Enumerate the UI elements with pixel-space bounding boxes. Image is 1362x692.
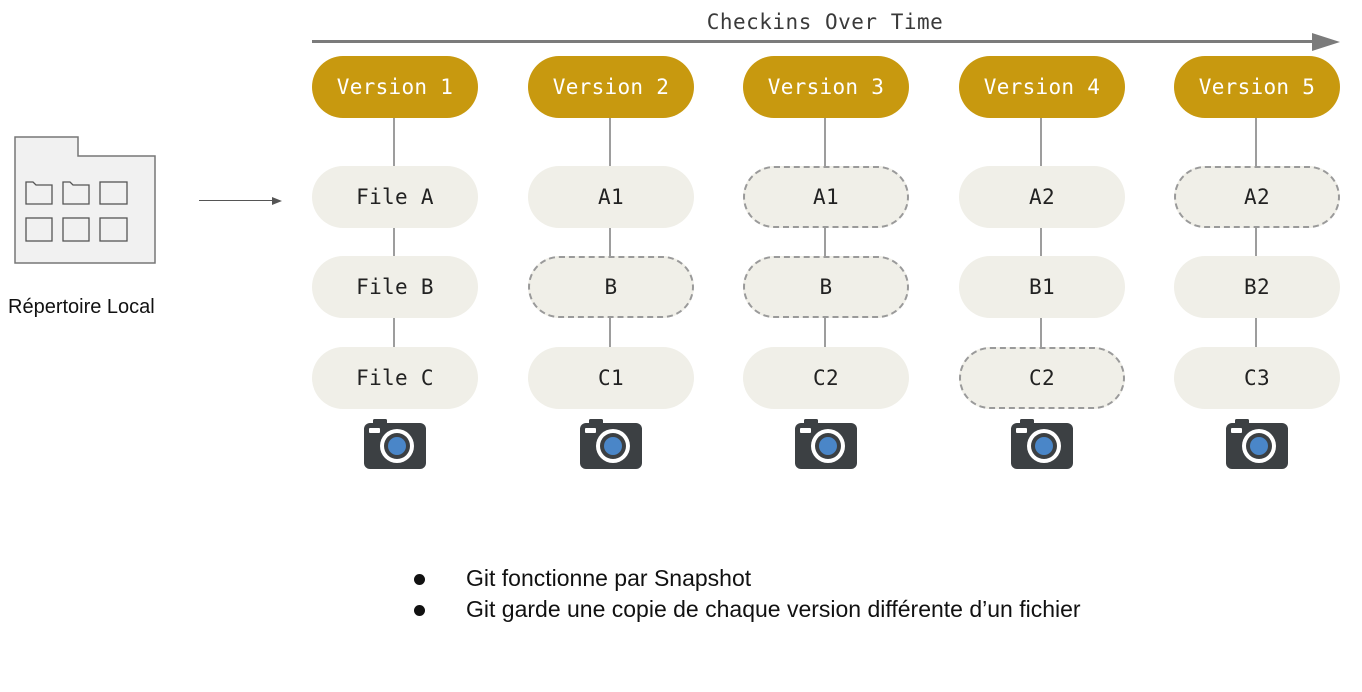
- local-arrow-line: [199, 200, 273, 201]
- camera-icon: [1011, 419, 1073, 473]
- bullet-text: Git fonctionne par Snapshot: [466, 565, 752, 591]
- version-column-4: Version 4 A2 B1 C2: [959, 56, 1125, 476]
- file-pill: A2: [959, 166, 1125, 228]
- file-pill: C3: [1174, 347, 1340, 409]
- bullet-item: Git garde une copie de chaque version di…: [413, 594, 1081, 625]
- file-pill-unchanged: B: [743, 256, 909, 318]
- version-column-1: Version 1 File A File B File C: [312, 56, 478, 476]
- local-arrow-head: [272, 197, 282, 205]
- version-pill: Version 4: [959, 56, 1125, 118]
- camera-icon: [580, 419, 642, 473]
- version-pill: Version 3: [743, 56, 909, 118]
- file-pill: B1: [959, 256, 1125, 318]
- file-pill: File A: [312, 166, 478, 228]
- bullet-item: Git fonctionne par Snapshot: [413, 563, 1081, 594]
- bullet-text: Git garde une copie de chaque version di…: [466, 596, 1081, 622]
- folder-icon: [14, 136, 158, 270]
- local-directory-label: Répertoire Local: [8, 296, 155, 318]
- version-pill: Version 1: [312, 56, 478, 118]
- camera-icon: [1226, 419, 1288, 473]
- file-pill: A1: [528, 166, 694, 228]
- bullet-dot: [414, 574, 425, 585]
- camera-icon: [364, 419, 426, 473]
- version-column-3: Version 3 A1 B C2: [743, 56, 909, 476]
- file-pill: File B: [312, 256, 478, 318]
- column-connector: [1040, 96, 1042, 396]
- version-column-2: Version 2 A1 B C1: [528, 56, 694, 476]
- file-pill: B2: [1174, 256, 1340, 318]
- column-connector: [393, 96, 395, 396]
- file-pill: C2: [743, 347, 909, 409]
- file-pill: File C: [312, 347, 478, 409]
- timeline-arrow-head: [1312, 33, 1340, 51]
- column-connector: [1255, 96, 1257, 396]
- file-pill-unchanged: C2: [959, 347, 1125, 409]
- bullet-list: Git fonctionne par Snapshot Git garde un…: [413, 563, 1081, 625]
- camera-icon: [795, 419, 857, 473]
- file-pill-unchanged: A1: [743, 166, 909, 228]
- column-connector: [609, 96, 611, 396]
- timeline-arrow-line: [312, 40, 1312, 43]
- file-pill-unchanged: B: [528, 256, 694, 318]
- version-pill: Version 5: [1174, 56, 1340, 118]
- bullet-dot: [414, 605, 425, 616]
- column-connector: [824, 96, 826, 396]
- timeline-title: Checkins Over Time: [706, 10, 944, 34]
- file-pill: C1: [528, 347, 694, 409]
- version-pill: Version 2: [528, 56, 694, 118]
- version-column-5: Version 5 A2 B2 C3: [1174, 56, 1340, 476]
- file-pill-unchanged: A2: [1174, 166, 1340, 228]
